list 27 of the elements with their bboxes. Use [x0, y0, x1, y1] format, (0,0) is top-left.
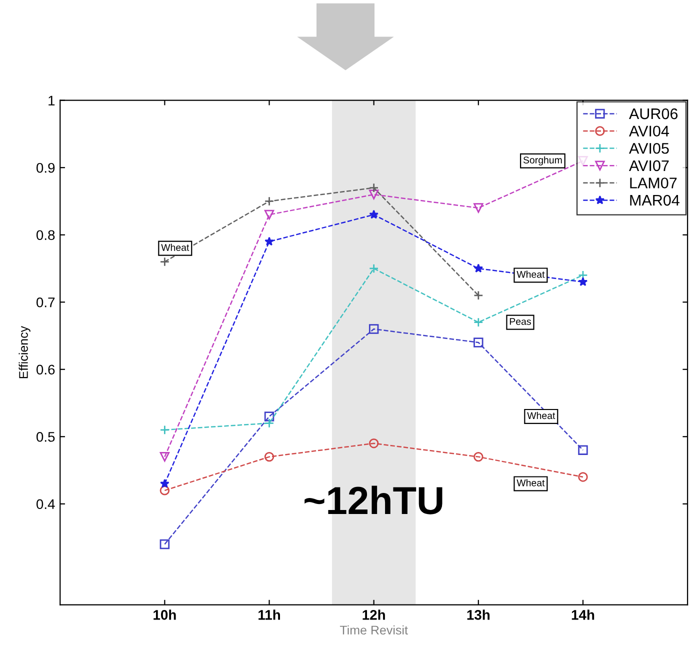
legend-label: MAR04: [630, 194, 680, 206]
annotation: Wheat: [516, 270, 545, 278]
y-tick-label: 0.6: [36, 364, 55, 375]
y-tick-label: 1: [48, 96, 55, 106]
x-tick-label: 10h: [154, 610, 176, 620]
annotation: Wheat: [161, 244, 190, 251]
legend-label: AVI04: [628, 126, 670, 137]
x-tick-label: 13h: [467, 610, 490, 620]
y-tick-label: 0.7: [36, 297, 55, 308]
y-tick-label: 0.8: [36, 230, 55, 240]
y-tick-label: 0.9: [36, 162, 55, 173]
legend-label: AUR06: [628, 108, 678, 120]
band-label: ~12hTU: [304, 486, 442, 514]
y-axis-title: Efficiency: [18, 326, 30, 378]
legend-label: LAM07: [630, 178, 677, 188]
annotation: Wheat: [527, 412, 556, 420]
x-axis-title: Time Revisit: [340, 625, 408, 635]
legend-label: AVI07: [628, 160, 669, 172]
annotation: Sorghum: [523, 156, 562, 166]
x-tick-label: 12h: [362, 610, 385, 620]
annotation: Peas: [510, 318, 531, 325]
x-tick-label: 11h: [258, 610, 280, 620]
y-tick-label: 0.4: [36, 499, 55, 510]
y-tick-label: 0.5: [36, 432, 55, 442]
annotation: Wheat: [516, 479, 545, 486]
x-tick-label: 14h: [572, 610, 594, 620]
legend-label: AVI05: [628, 142, 669, 154]
